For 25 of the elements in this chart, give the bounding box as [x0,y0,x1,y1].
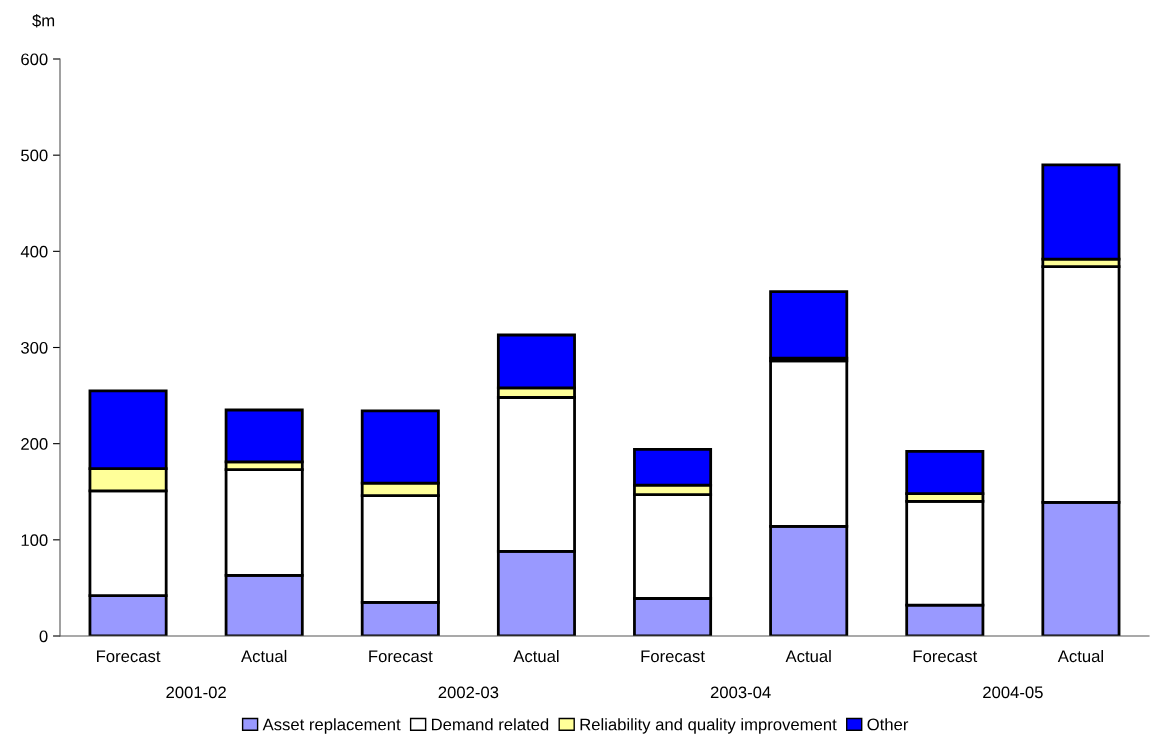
legend-label: Reliability and quality improvement [580,718,837,734]
y-tick-label: 0 [39,630,48,643]
legend-label: Other [867,718,909,731]
x-tick-label: Forecast [369,650,433,663]
x-tick-label: Actual [241,649,287,663]
bar [769,290,849,360]
x-tick-label: Forecast [641,650,705,663]
text: 2001-02 [166,686,226,699]
text: 2004-05 [983,686,1043,699]
y-tick-label: 200 [21,438,48,450]
y-tick-label: 300 [21,341,48,354]
y-axis-title: $m [32,13,55,28]
text: 2002-03 [438,686,499,699]
x-tick-label: Forecast [913,650,978,663]
text: 2003-04 [710,686,771,699]
y-tick-label: 400 [20,245,48,258]
y-tick-label: 100 [21,534,48,547]
y-tick-label: 600 [21,53,48,66]
x-tick-label: Forecast [97,650,161,663]
x-tick-label: Actual [513,649,559,663]
x-tick-label: Actual [785,649,831,663]
x-tick-label: Actual [1057,649,1103,663]
y-tick-label: 500 [21,149,48,162]
legend-label: Asset replacement [262,718,401,734]
legend-label: Demand related [431,718,549,731]
